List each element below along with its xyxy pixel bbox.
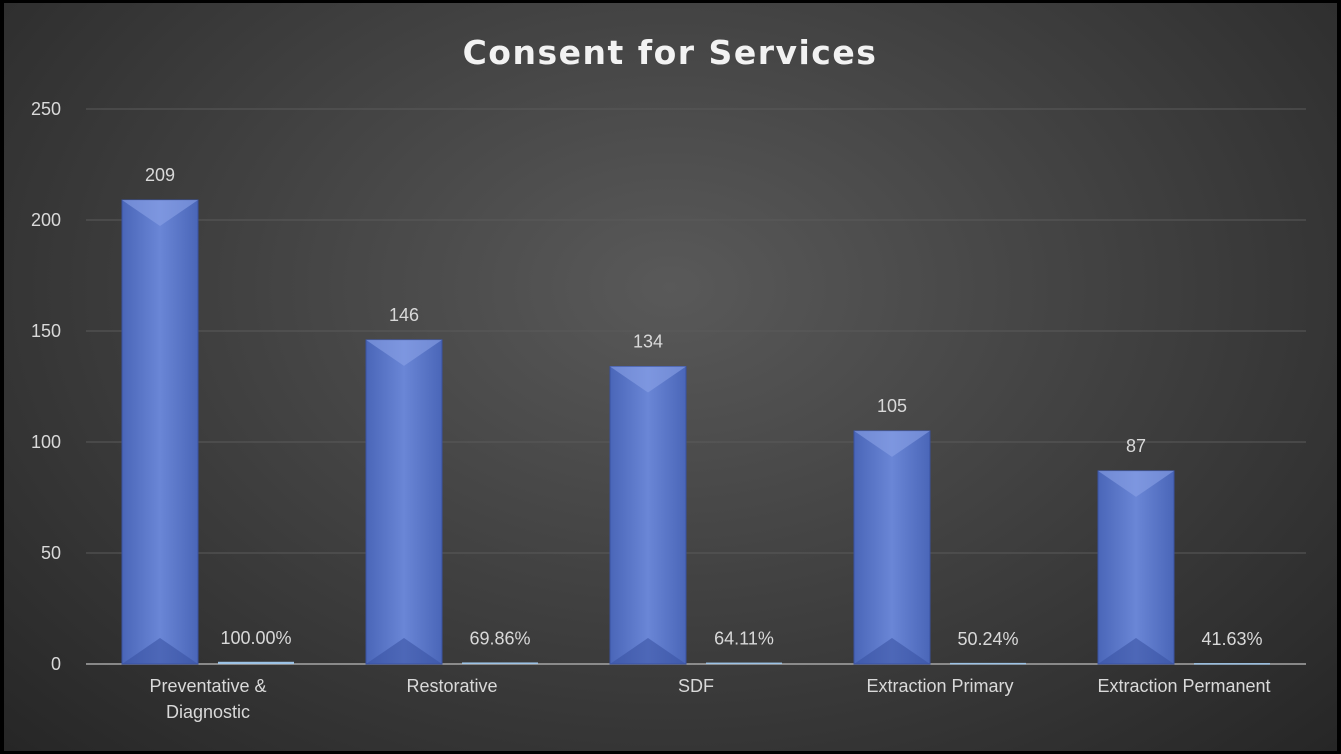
bar-body xyxy=(609,366,687,665)
x-category-label: Diagnostic xyxy=(166,702,250,722)
bar xyxy=(1097,470,1175,665)
percent-value-label: 100.00% xyxy=(220,628,291,648)
percent-bar xyxy=(950,662,1026,665)
bar-shade xyxy=(1098,638,1174,664)
bar-value-label: 134 xyxy=(633,332,663,352)
bar-value-label: 146 xyxy=(389,305,419,325)
percent-bar xyxy=(462,662,538,664)
bar xyxy=(121,199,199,665)
bar-highlight xyxy=(366,339,442,366)
bar-value-label: 105 xyxy=(877,396,907,416)
x-category-label: SDF xyxy=(678,676,714,696)
percent-bar xyxy=(218,661,294,664)
bar-highlight xyxy=(1098,470,1174,497)
bar xyxy=(365,339,443,665)
bar-value-label: 87 xyxy=(1126,436,1146,456)
percent-value-label: 50.24% xyxy=(957,629,1018,649)
bars xyxy=(121,199,1270,665)
bar-body xyxy=(1097,470,1175,665)
chart-svg: Consent for Services 0 50 100 150 200 250 209… xyxy=(31,33,1306,722)
bar-highlight xyxy=(122,200,198,227)
x-category-label: Extraction Primary xyxy=(866,676,1013,696)
y-axis-ticks: 0 50 100 150 200 250 xyxy=(31,99,61,674)
y-tick-label: 150 xyxy=(31,321,61,341)
y-tick-label: 50 xyxy=(41,543,61,563)
percent-value-label: 64.11% xyxy=(714,629,774,649)
bar-value-label: 209 xyxy=(145,165,175,185)
x-axis-categories: Preventative & Diagnostic Restorative SDF Ex… xyxy=(149,676,1270,722)
y-tick-label: 200 xyxy=(31,210,61,230)
bar-body xyxy=(853,430,931,665)
percent-bar xyxy=(1194,663,1270,665)
y-tick-label: 100 xyxy=(31,432,61,452)
bar-shade xyxy=(854,638,930,664)
x-category-label: Extraction Permanent xyxy=(1097,676,1270,696)
x-category-label: Restorative xyxy=(406,676,497,696)
data-labels: 209 100.00% 146 69.86% 134 64.11% 105 50.24% 87 4… xyxy=(145,165,1263,649)
bar-highlight xyxy=(854,430,930,457)
bar-shade xyxy=(366,638,442,664)
chart-frame: Consent for Services 0 50 100 150 200 250 209… xyxy=(4,3,1337,751)
percent-value-label: 69.86% xyxy=(469,628,530,648)
bar-highlight xyxy=(610,366,686,393)
bar xyxy=(609,366,687,665)
y-tick-label: 0 xyxy=(51,654,61,674)
bar xyxy=(853,430,931,665)
percent-value-label: 41.63% xyxy=(1201,629,1262,649)
bar-body xyxy=(365,339,443,665)
x-category-label: Preventative & xyxy=(149,676,266,696)
bar-shade xyxy=(610,638,686,664)
chart-title: Consent for Services xyxy=(463,33,878,72)
y-tick-label: 250 xyxy=(31,99,61,119)
bar-body xyxy=(121,199,199,665)
bar-shade xyxy=(122,638,198,664)
percent-bar xyxy=(706,662,782,665)
